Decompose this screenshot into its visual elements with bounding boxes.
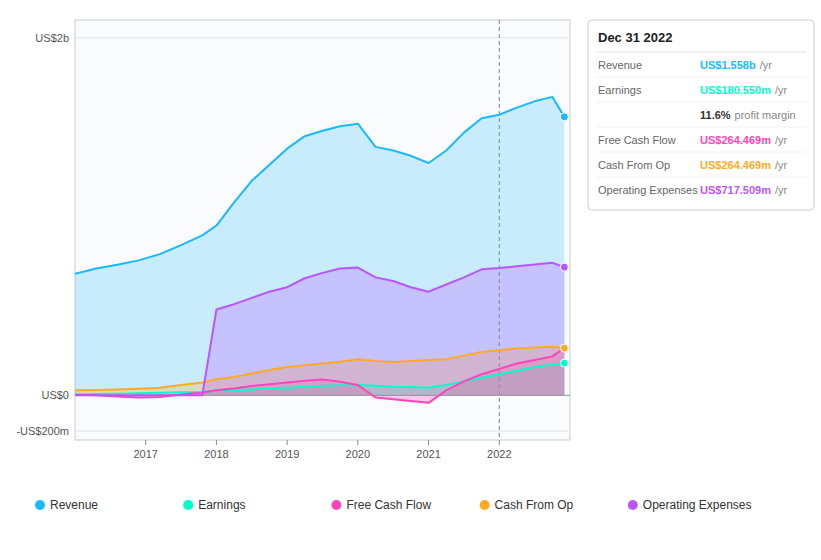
x-tick-label: 2018 bbox=[204, 448, 228, 460]
legend-marker bbox=[628, 500, 638, 510]
plot-frame bbox=[75, 20, 570, 440]
y-tick-label: -US$200m bbox=[16, 425, 69, 437]
legend-label: Free Cash Flow bbox=[346, 498, 431, 512]
x-tick bbox=[216, 440, 217, 445]
end-dot bbox=[560, 359, 568, 367]
info-title: Dec 31 2022 bbox=[598, 30, 672, 45]
end-dot bbox=[560, 344, 568, 352]
legend-label: Operating Expenses bbox=[643, 498, 752, 512]
info-suffix: /yr bbox=[760, 59, 773, 71]
info-value-text: US$264.469m bbox=[700, 159, 771, 171]
info-value-text: 11.6% bbox=[700, 109, 731, 121]
x-tick bbox=[428, 440, 429, 445]
info-label: Revenue bbox=[598, 59, 642, 71]
end-dot bbox=[560, 263, 568, 271]
x-tick-label: 2021 bbox=[416, 448, 440, 460]
end-dot bbox=[560, 344, 568, 352]
info-separator bbox=[596, 127, 806, 128]
line bbox=[75, 263, 564, 396]
chart: US$2b US$0 -US$200m 2017 2018 2019 2020 2021 202… bbox=[0, 0, 821, 560]
x-tick-label: 2022 bbox=[487, 448, 511, 460]
info-label: Free Cash Flow bbox=[598, 134, 676, 146]
info-value-text: US$180.550m bbox=[700, 84, 771, 96]
legend-marker bbox=[480, 500, 490, 510]
x-tick bbox=[499, 440, 500, 445]
legend-marker bbox=[35, 500, 45, 510]
grid-line bbox=[75, 37, 570, 38]
info-separator bbox=[596, 52, 806, 53]
info-value-text: US$1.558b bbox=[700, 59, 756, 71]
x-tick-label: 2019 bbox=[275, 448, 299, 460]
info-value: US$264.469m/yr bbox=[700, 159, 788, 171]
info-suffix: /yr bbox=[775, 84, 788, 96]
info-box bbox=[588, 20, 814, 210]
y-tick-label: US$2b bbox=[35, 32, 69, 44]
info-suffix: profit margin bbox=[735, 109, 796, 121]
legend-marker bbox=[183, 500, 193, 510]
info-value-text: US$264.469m bbox=[700, 134, 771, 146]
info-label: Operating Expenses bbox=[598, 184, 698, 196]
end-dot bbox=[560, 113, 568, 121]
info-separator bbox=[596, 77, 806, 78]
info-separator bbox=[596, 102, 806, 103]
info-suffix: /yr bbox=[775, 134, 788, 146]
info-suffix: /yr bbox=[775, 184, 788, 196]
info-value: US$180.550m/yr bbox=[700, 84, 788, 96]
area bbox=[75, 97, 564, 395]
legend-label: Earnings bbox=[198, 498, 245, 512]
x-tick bbox=[287, 440, 288, 445]
info-value: US$717.509m/yr bbox=[700, 184, 788, 196]
x-tick bbox=[357, 440, 358, 445]
info-separator bbox=[596, 177, 806, 178]
legend-label: Revenue bbox=[50, 498, 98, 512]
grid-line bbox=[75, 431, 570, 432]
info-separator bbox=[596, 152, 806, 153]
x-tick-label: 2017 bbox=[133, 448, 157, 460]
info-label: Earnings bbox=[598, 84, 642, 96]
info-suffix: /yr bbox=[775, 159, 788, 171]
info-value: US$264.469m/yr bbox=[700, 134, 788, 146]
line bbox=[75, 347, 564, 391]
info-value: 11.6% profit margin bbox=[700, 109, 796, 121]
legend-label: Cash From Op bbox=[495, 498, 574, 512]
line bbox=[75, 97, 564, 274]
x-tick bbox=[145, 440, 146, 445]
y-tick-label: US$0 bbox=[41, 389, 69, 401]
x-tick-label: 2020 bbox=[346, 448, 370, 460]
plot-area bbox=[75, 20, 568, 440]
info-value-text: US$717.509m bbox=[700, 184, 771, 196]
area bbox=[75, 263, 564, 396]
info-value: US$1.558b/yr bbox=[700, 59, 772, 71]
legend-marker bbox=[331, 500, 341, 510]
legend: Revenue Earnings Free Cash Flow Cash From O… bbox=[35, 498, 752, 512]
info-label: Cash From Op bbox=[598, 159, 670, 171]
